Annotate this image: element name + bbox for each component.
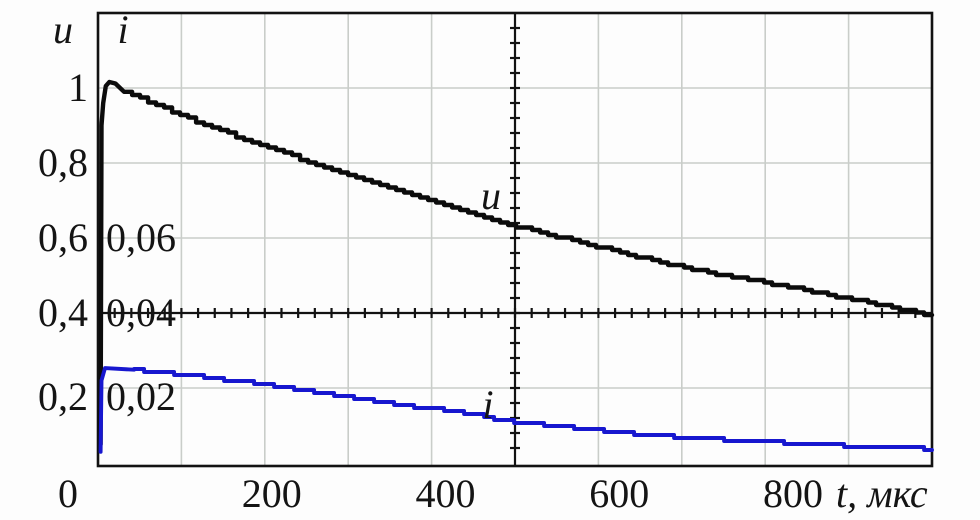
i-curve [98,366,934,454]
u-curve [98,79,935,447]
